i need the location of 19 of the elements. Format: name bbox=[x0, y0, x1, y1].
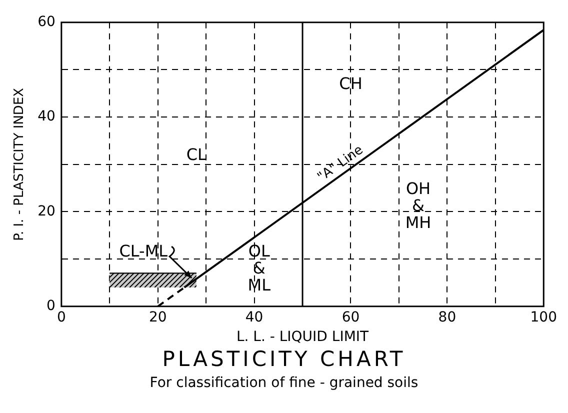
x-tick-label: 0 bbox=[56, 309, 66, 326]
y-tick-label: 0 bbox=[46, 298, 56, 314]
x-tick-label: 60 bbox=[342, 309, 360, 326]
annotation: CH bbox=[339, 74, 362, 94]
x-axis-title: L. L. - LIQUID LIMIT bbox=[236, 329, 370, 346]
annotation: CL-ML bbox=[119, 242, 168, 261]
x-tick-label: 80 bbox=[438, 309, 456, 326]
y-tick-label: 20 bbox=[38, 203, 56, 220]
annotation: CL bbox=[186, 145, 207, 164]
y-tick-label: 60 bbox=[38, 14, 56, 30]
text: PLASTICITY CHART bbox=[161, 346, 407, 372]
x-tick-label: 100 bbox=[530, 309, 558, 326]
y-tick-label: 40 bbox=[38, 108, 56, 125]
annotation: OL & ML bbox=[248, 242, 271, 295]
text: For classification of fine - grained soils bbox=[148, 374, 420, 393]
x-tick-label: 20 bbox=[148, 309, 167, 326]
annotation: OH & MH bbox=[405, 179, 432, 232]
y-axis-title: P. I. - PLASTICITY INDEX bbox=[12, 88, 28, 241]
x-tick-label: 40 bbox=[245, 309, 264, 326]
